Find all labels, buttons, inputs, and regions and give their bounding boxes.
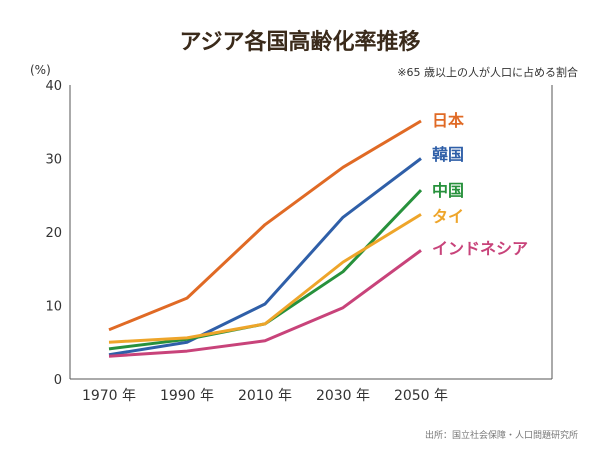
chart-subtitle: ※65 歳以上の人が人口に占める割合 [397, 66, 578, 79]
series-line [108, 119, 422, 332]
series-label: 韓国 [432, 145, 464, 164]
source-note: 出所：国立社会保障・人口問題研究所 [424, 431, 578, 441]
y-tick-label: 30 [45, 153, 62, 168]
series-label: 中国 [432, 181, 464, 200]
y-tick-label: 20 [45, 226, 62, 241]
x-tick-label: 2010 年 [238, 388, 292, 404]
chart-title: アジア各国高齢化率推移 [179, 30, 421, 55]
series-line [108, 213, 422, 344]
x-tick-label: 2030 年 [316, 388, 370, 404]
series-label: 日本 [432, 111, 464, 130]
x-tick-label: 2050 年 [394, 388, 448, 404]
series-label: タイ [432, 207, 464, 226]
series-label: インドネシア [432, 239, 528, 258]
y-axis-unit: (%) [30, 63, 51, 77]
x-tick-label: 1990 年 [160, 388, 214, 404]
x-tick-label: 1970 年 [82, 388, 136, 404]
y-tick-label: 10 [45, 300, 62, 315]
y-tick-label: 40 [45, 79, 62, 94]
y-tick-label: 0 [54, 373, 62, 388]
